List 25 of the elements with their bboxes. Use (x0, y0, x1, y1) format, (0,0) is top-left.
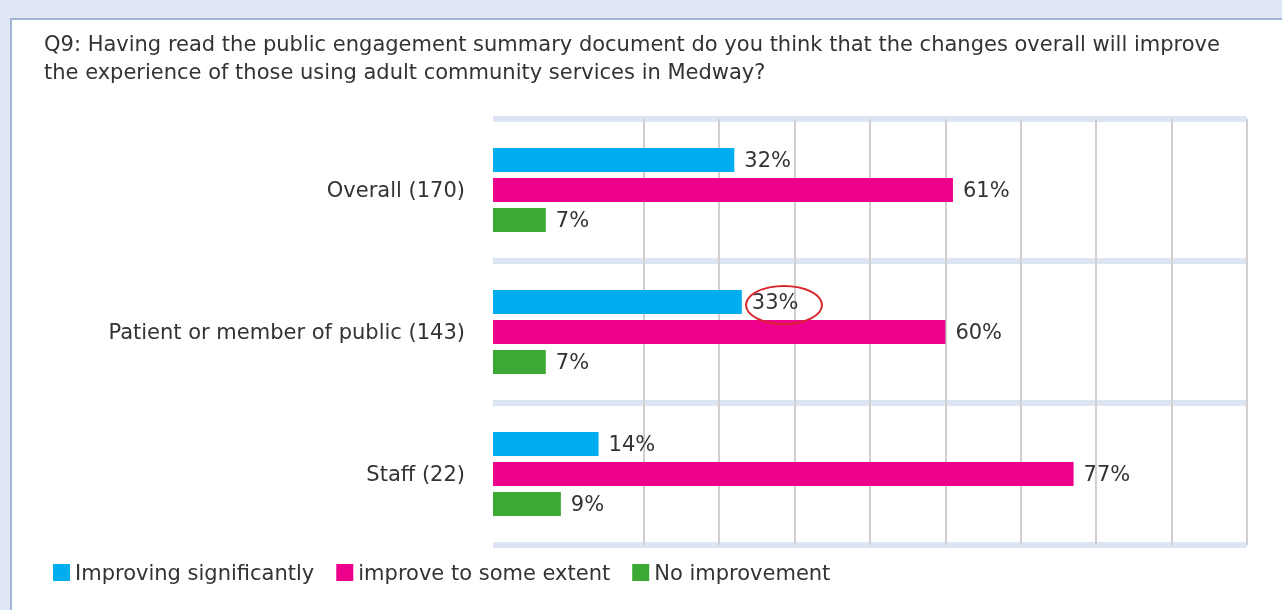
data-label: 61% (962, 178, 1010, 202)
bar (493, 432, 599, 456)
bar (493, 148, 735, 172)
data-label: 7% (555, 350, 590, 374)
chart-title: Q9: Having read the public engagement summary document do you think that the changes overall will improve the experience of those using adult community services in Medway? (44, 31, 1221, 86)
bar (493, 208, 546, 232)
legend-label: improve to some extent (358, 560, 611, 585)
y-tick-label: Staff (22) (366, 462, 465, 486)
data-label: 33% (751, 290, 799, 314)
bar (493, 492, 561, 516)
data-label: 77% (1083, 462, 1131, 486)
legend-label: No improvement (654, 560, 831, 585)
data-label: 32% (744, 148, 791, 172)
y-tick-label: Overall (170) (326, 178, 465, 202)
legend-label: Improving significantly (75, 560, 315, 585)
data-label: 9% (570, 492, 605, 516)
data-label: 7% (555, 208, 590, 232)
bar (493, 350, 546, 374)
bar (493, 462, 1074, 486)
data-label: 14% (608, 432, 656, 456)
y-tick-label: Patient or member of public (143) (108, 320, 465, 344)
bar (493, 320, 946, 344)
data-label: 60% (955, 320, 1003, 344)
bar (493, 178, 953, 202)
bar (493, 290, 742, 314)
